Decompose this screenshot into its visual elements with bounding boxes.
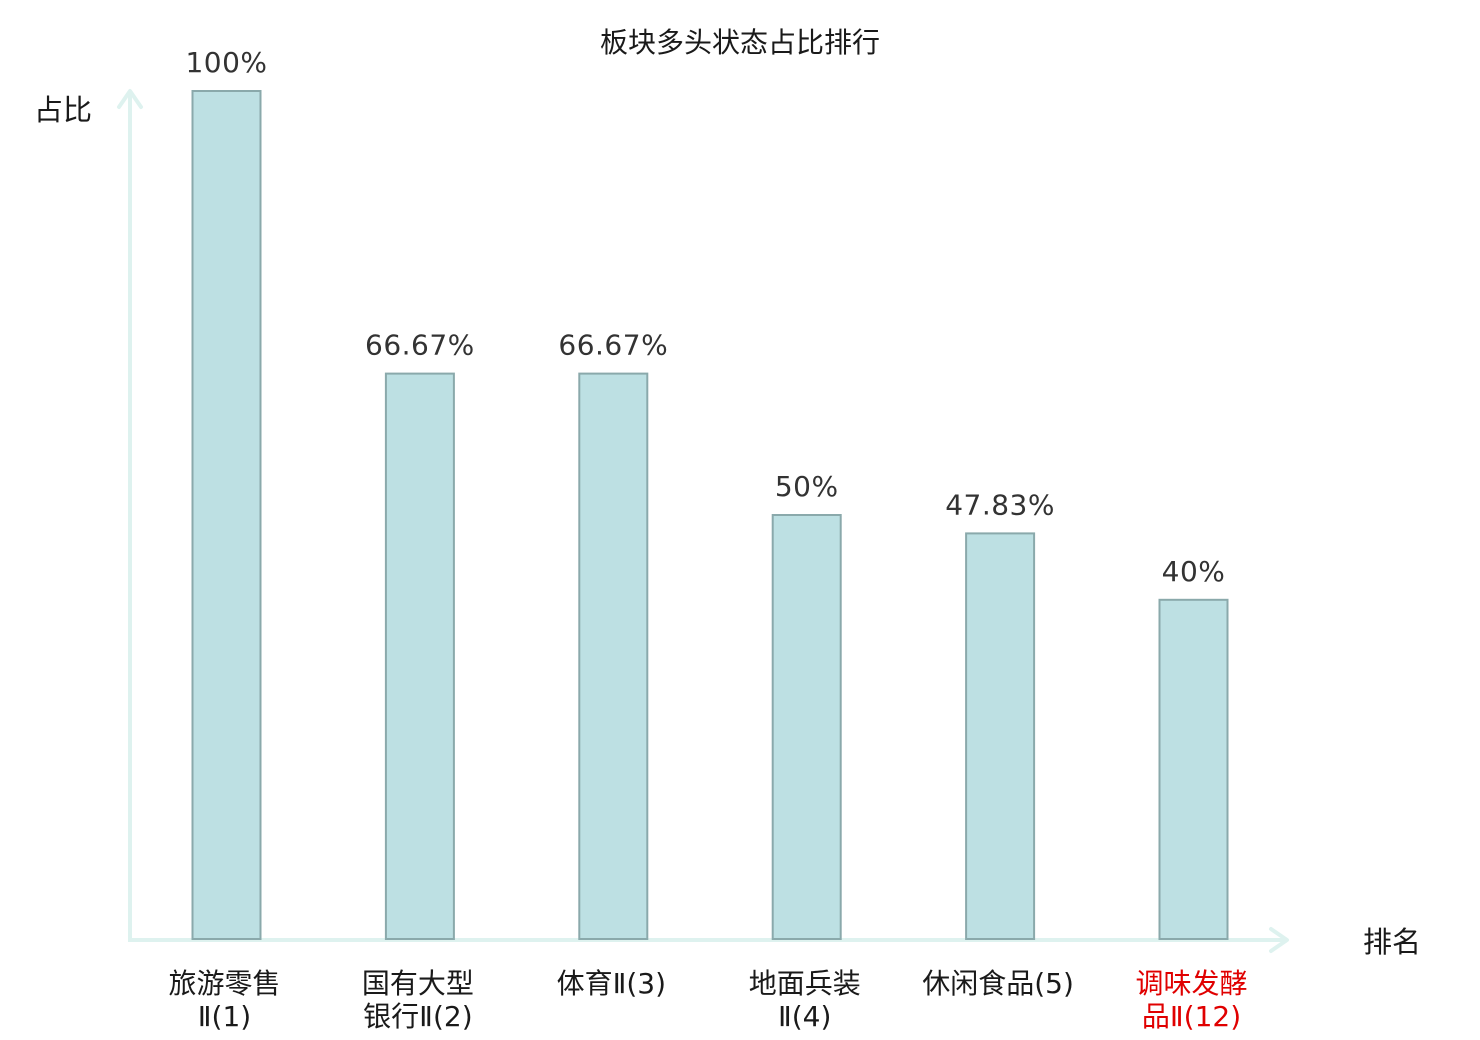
data-label: 50%	[775, 470, 839, 503]
category-label: 银行Ⅱ(2)	[363, 1000, 472, 1033]
x-axis-arrow	[1269, 927, 1289, 953]
bar	[1158, 598, 1229, 940]
category-label: 调味发酵	[1135, 967, 1247, 1000]
bar	[965, 532, 1036, 941]
y-axis-arrow	[117, 89, 143, 109]
data-label: 40%	[1162, 555, 1226, 588]
y-axis-label: 占比	[34, 93, 92, 127]
bar-series	[191, 90, 1229, 941]
category-label: 休闲食品(5)	[922, 967, 1074, 1000]
category-label: 体育Ⅱ(3)	[557, 967, 666, 1000]
chart-title: 板块多头状态占比排行	[600, 26, 880, 59]
bar	[191, 90, 262, 940]
data-label: 66.67%	[558, 329, 668, 362]
bar	[578, 372, 649, 941]
data-label: 47.83%	[945, 488, 1055, 521]
category-label: 品Ⅱ(12)	[1142, 1000, 1241, 1033]
bar	[384, 372, 455, 941]
bar	[771, 514, 842, 940]
category-label: Ⅱ(4)	[778, 1000, 831, 1033]
category-label: 旅游零售	[168, 967, 280, 1000]
x-axis-label: 排名	[1363, 925, 1421, 959]
category-label: 国有大型	[362, 967, 474, 1000]
data-label: 100%	[185, 46, 267, 79]
data-label: 66.67%	[365, 329, 475, 362]
category-label: Ⅱ(1)	[198, 1000, 251, 1033]
category-label: 地面兵装	[749, 967, 861, 1000]
data-labels: 100% 66.67% 66.67% 50% 47.83% 40%	[185, 46, 1226, 588]
